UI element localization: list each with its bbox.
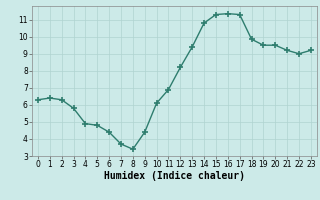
X-axis label: Humidex (Indice chaleur): Humidex (Indice chaleur) [104,171,245,181]
